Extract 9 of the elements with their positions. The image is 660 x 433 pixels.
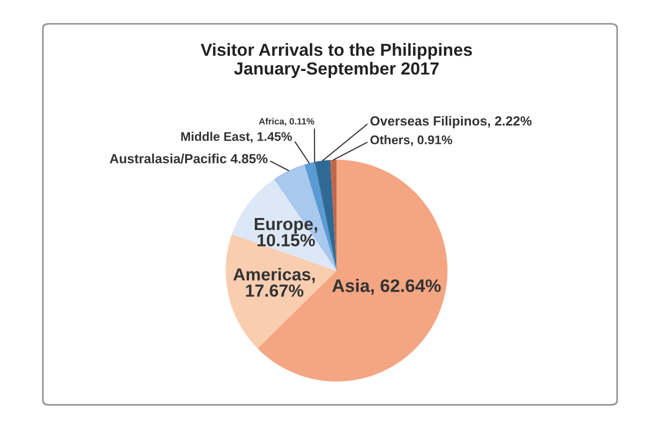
slice-label: Africa, 0.11% <box>258 118 314 126</box>
slice-label: Middle East, 1.45% <box>181 132 292 143</box>
slice-label: Others, 0.91% <box>370 135 452 146</box>
slice-label: Americas, 17.67% <box>233 268 315 297</box>
slice-label: Australasia/Pacific 4.85% <box>110 154 268 164</box>
slice-label: Overseas Filipinos, 2.22% <box>370 116 532 128</box>
chart-title: Visitor Arrivals to the Philippines January-September 2017 <box>200 43 472 78</box>
slice-label: Asia, 62.64% <box>332 278 441 295</box>
slice-label: Europe, 10.15% <box>254 218 318 246</box>
